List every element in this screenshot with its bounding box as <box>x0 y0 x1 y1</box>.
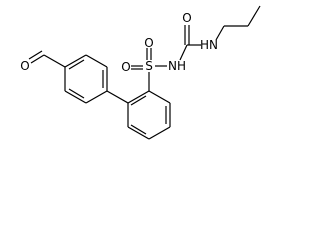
atom-label: NH <box>168 59 186 73</box>
molecule-diagram: O O S O NH O HN <box>20 5 261 140</box>
bonds <box>28 5 261 140</box>
atom-label: HN <box>200 38 218 52</box>
atom-label: O <box>121 60 130 74</box>
atom-label: S <box>145 59 153 73</box>
atom-label: O <box>182 11 191 25</box>
atom-label: O <box>144 36 153 50</box>
atom-label: O <box>20 59 29 73</box>
